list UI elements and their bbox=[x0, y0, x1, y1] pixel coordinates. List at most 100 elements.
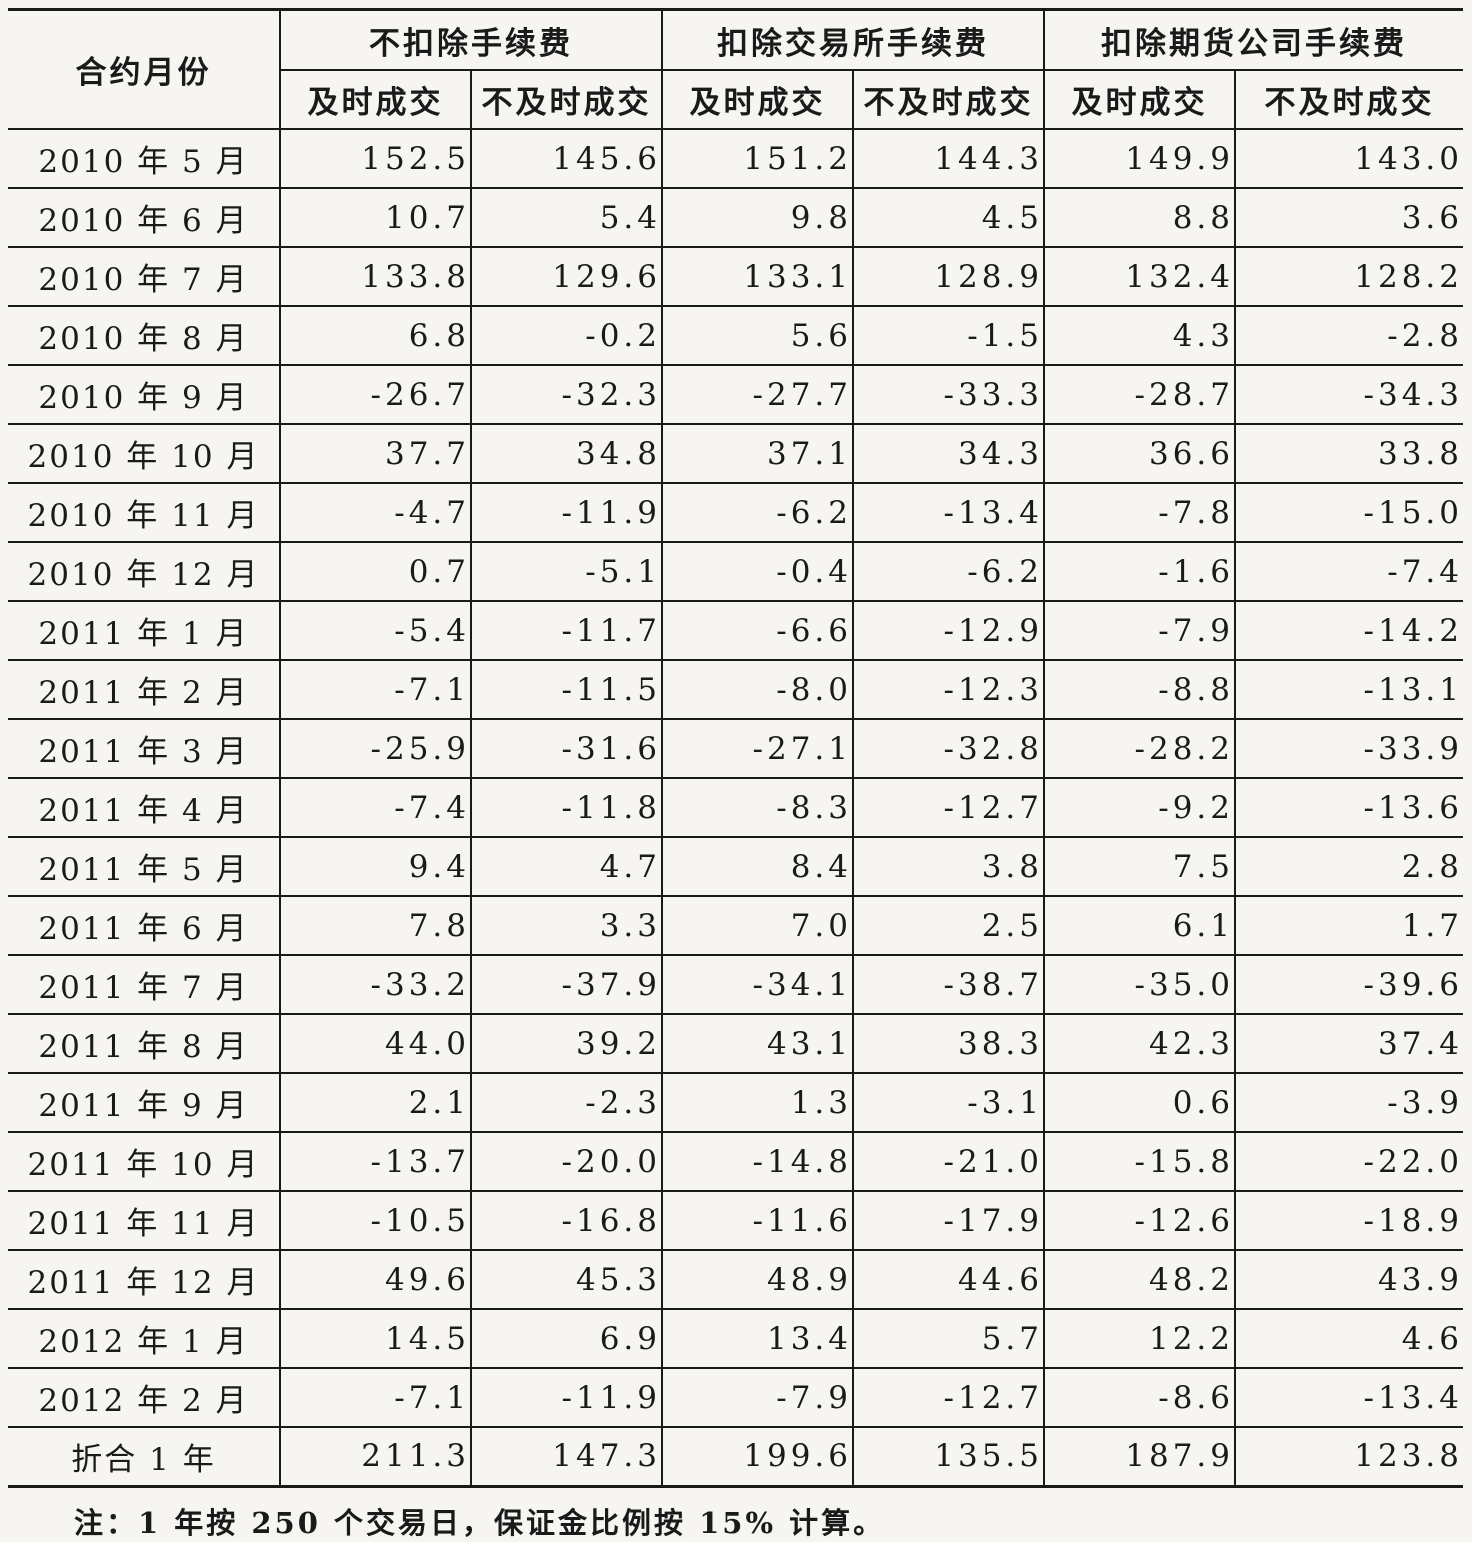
value-cell: 45.3 bbox=[471, 1250, 663, 1310]
value-cell: 33.8 bbox=[1235, 424, 1463, 484]
value-cell: -13.7 bbox=[280, 1132, 472, 1192]
value-cell: -12.9 bbox=[853, 601, 1045, 661]
value-cell: 42.3 bbox=[1044, 1014, 1236, 1074]
month-cell: 2010 年 7 月 bbox=[8, 247, 281, 307]
value-cell: -16.8 bbox=[471, 1191, 663, 1251]
value-cell: 49.6 bbox=[280, 1250, 472, 1310]
value-cell: -5.4 bbox=[280, 601, 472, 661]
value-cell: -33.3 bbox=[853, 365, 1045, 425]
value-cell: -13.1 bbox=[1235, 660, 1463, 720]
month-cell: 2011 年 3 月 bbox=[8, 719, 281, 779]
value-cell: -34.3 bbox=[1235, 365, 1463, 425]
month-cell: 2012 年 2 月 bbox=[8, 1368, 281, 1428]
value-cell: 43.9 bbox=[1235, 1250, 1463, 1310]
value-cell: -7.4 bbox=[280, 778, 472, 838]
value-cell: -13.6 bbox=[1235, 778, 1463, 838]
value-cell: 147.3 bbox=[471, 1427, 663, 1487]
value-cell: -0.2 bbox=[471, 306, 663, 366]
table-row: 2010 年 7 月 133.8 129.6 133.1 128.9 132.4 128.2 bbox=[8, 247, 1463, 307]
table-row: 2010 年 10 月 37.7 34.8 37.1 34.3 36.6 33.8 bbox=[8, 424, 1463, 484]
value-cell: 3.8 bbox=[853, 837, 1045, 897]
value-cell: 5.6 bbox=[662, 306, 854, 366]
value-cell: 39.2 bbox=[471, 1014, 663, 1074]
sub-header: 及时成交 bbox=[1044, 70, 1236, 130]
value-cell: -7.1 bbox=[280, 660, 472, 720]
value-cell: -17.9 bbox=[853, 1191, 1045, 1251]
value-cell: -11.9 bbox=[471, 1368, 663, 1428]
value-cell: 12.2 bbox=[1044, 1309, 1236, 1369]
value-cell: 187.9 bbox=[1044, 1427, 1236, 1487]
table-row: 2012 年 1 月 14.5 6.9 13.4 5.7 12.2 4.6 bbox=[8, 1309, 1463, 1369]
value-cell: 2.1 bbox=[280, 1073, 472, 1133]
value-cell: -14.8 bbox=[662, 1132, 854, 1192]
value-cell: -34.1 bbox=[662, 955, 854, 1015]
value-cell: -8.3 bbox=[662, 778, 854, 838]
value-cell: -2.8 bbox=[1235, 306, 1463, 366]
value-cell: -0.4 bbox=[662, 542, 854, 602]
value-cell: 37.4 bbox=[1235, 1014, 1463, 1074]
value-cell: -5.1 bbox=[471, 542, 663, 602]
value-cell: -32.3 bbox=[471, 365, 663, 425]
value-cell: -28.2 bbox=[1044, 719, 1236, 779]
value-cell: -39.6 bbox=[1235, 955, 1463, 1015]
value-cell: 0.7 bbox=[280, 542, 472, 602]
month-cell: 2011 年 5 月 bbox=[8, 837, 281, 897]
value-cell: -26.7 bbox=[280, 365, 472, 425]
value-cell: -11.5 bbox=[471, 660, 663, 720]
month-cell: 2010 年 9 月 bbox=[8, 365, 281, 425]
table-row: 2011 年 6 月 7.8 3.3 7.0 2.5 6.1 1.7 bbox=[8, 896, 1463, 956]
group-header: 扣除期货公司手续费 bbox=[1044, 9, 1463, 71]
value-cell: -13.4 bbox=[1235, 1368, 1463, 1428]
value-cell: -7.9 bbox=[1044, 601, 1236, 661]
value-cell: -1.5 bbox=[853, 306, 1045, 366]
month-cell: 2011 年 12 月 bbox=[8, 1250, 281, 1310]
value-cell: 43.1 bbox=[662, 1014, 854, 1074]
value-cell: 44.6 bbox=[853, 1250, 1045, 1310]
month-cell: 2011 年 1 月 bbox=[8, 601, 281, 661]
value-cell: -12.6 bbox=[1044, 1191, 1236, 1251]
value-cell: -6.6 bbox=[662, 601, 854, 661]
month-cell: 2011 年 8 月 bbox=[8, 1014, 281, 1074]
sub-header: 及时成交 bbox=[280, 70, 472, 130]
value-cell: 37.1 bbox=[662, 424, 854, 484]
value-cell: 9.4 bbox=[280, 837, 472, 897]
value-cell: 37.7 bbox=[280, 424, 472, 484]
value-cell: -35.0 bbox=[1044, 955, 1236, 1015]
value-cell: -4.7 bbox=[280, 483, 472, 543]
value-cell: 5.7 bbox=[853, 1309, 1045, 1369]
value-cell: 144.3 bbox=[853, 129, 1045, 189]
table-row: 2010 年 6 月 10.7 5.4 9.8 4.5 8.8 3.6 bbox=[8, 188, 1463, 248]
value-cell: 133.1 bbox=[662, 247, 854, 307]
sub-header: 不及时成交 bbox=[1235, 70, 1463, 130]
month-cell: 2010 年 8 月 bbox=[8, 306, 281, 366]
value-cell: -37.9 bbox=[471, 955, 663, 1015]
value-cell: -25.9 bbox=[280, 719, 472, 779]
table-row: 2010 年 11 月 -4.7 -11.9 -6.2 -13.4 -7.8 -15.0 bbox=[8, 483, 1463, 543]
value-cell: -7.4 bbox=[1235, 542, 1463, 602]
value-cell: 6.1 bbox=[1044, 896, 1236, 956]
sub-header: 不及时成交 bbox=[853, 70, 1045, 130]
value-cell: -7.9 bbox=[662, 1368, 854, 1428]
table-row: 2011 年 3 月 -25.9 -31.6 -27.1 -32.8 -28.2 -33.9 bbox=[8, 719, 1463, 779]
value-cell: -28.7 bbox=[1044, 365, 1236, 425]
value-cell: 4.3 bbox=[1044, 306, 1236, 366]
value-cell: -11.7 bbox=[471, 601, 663, 661]
value-cell: -1.6 bbox=[1044, 542, 1236, 602]
month-cell: 2010 年 10 月 bbox=[8, 424, 281, 484]
value-cell: 9.8 bbox=[662, 188, 854, 248]
value-cell: -11.6 bbox=[662, 1191, 854, 1251]
value-cell: 2.8 bbox=[1235, 837, 1463, 897]
month-column-header: 合约月份 bbox=[8, 9, 281, 130]
value-cell: 7.8 bbox=[280, 896, 472, 956]
value-cell: -7.8 bbox=[1044, 483, 1236, 543]
table-row: 2011 年 7 月 -33.2 -37.9 -34.1 -38.7 -35.0 -39.6 bbox=[8, 955, 1463, 1015]
value-cell: -6.2 bbox=[853, 542, 1045, 602]
table-row: 2011 年 8 月 44.0 39.2 43.1 38.3 42.3 37.4 bbox=[8, 1014, 1463, 1074]
value-cell: -33.2 bbox=[280, 955, 472, 1015]
value-cell: 4.6 bbox=[1235, 1309, 1463, 1369]
value-cell: 128.9 bbox=[853, 247, 1045, 307]
value-cell: 149.9 bbox=[1044, 129, 1236, 189]
value-cell: -15.8 bbox=[1044, 1132, 1236, 1192]
table-row: 2010 年 8 月 6.8 -0.2 5.6 -1.5 4.3 -2.8 bbox=[8, 306, 1463, 366]
value-cell: -6.2 bbox=[662, 483, 854, 543]
